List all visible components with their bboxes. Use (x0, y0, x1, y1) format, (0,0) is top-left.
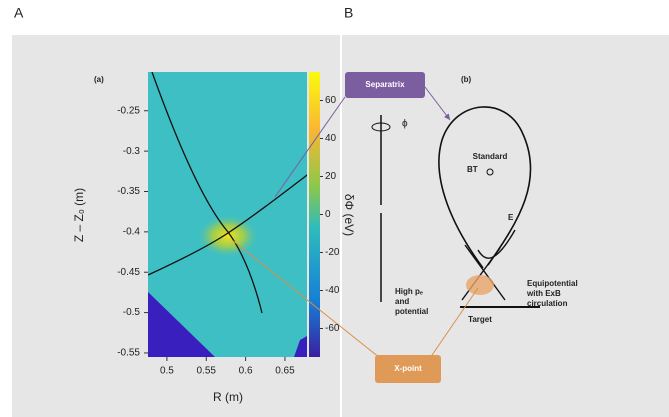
y-tick-label: -0.5 (123, 307, 141, 318)
y-tick-label: -0.55 (117, 348, 140, 359)
equipotential: circulation (527, 299, 568, 308)
separatrix-connector (274, 86, 450, 198)
xpoint-connector (231, 239, 479, 359)
equipotential: Equipotential (527, 279, 578, 288)
target-label: Target (468, 315, 492, 324)
panel-tag: (b) (461, 75, 472, 84)
xpoint-box (375, 355, 441, 383)
panel-label: B (344, 5, 353, 21)
colorbar (309, 72, 320, 357)
heatmap (148, 72, 307, 357)
x-tick-label: 0.65 (275, 366, 295, 377)
colorbar-tick-label: 40 (325, 133, 337, 144)
high-pe: potential (395, 307, 428, 316)
bt-symbol (486, 168, 494, 176)
colorbar-tick-label: -40 (325, 285, 340, 296)
divertor-legs (461, 229, 516, 301)
colorbar-tick-label: 0 (325, 209, 331, 220)
high-pe: High pₑ (395, 287, 423, 296)
xpoint-label: X-point (394, 364, 422, 373)
e-label: E (508, 213, 514, 222)
y-tick-label: -0.25 (117, 105, 140, 116)
separatrix-box (345, 72, 425, 98)
rotation (371, 122, 391, 132)
y-tick-label: -0.4 (123, 226, 141, 237)
y-tick-label: -0.45 (117, 267, 140, 278)
plasma-boundary (438, 106, 532, 269)
x-tick-label: 0.6 (239, 366, 253, 377)
panel-label: A (14, 5, 24, 21)
colorbar-tick-label: 60 (325, 95, 337, 106)
standard-label: Standard (473, 152, 508, 161)
equipotential: with ExB (526, 289, 561, 298)
phi-label: ϕ (402, 119, 408, 130)
colorbar-label: δΦ (eV) (342, 194, 356, 236)
high-pe: and (395, 297, 409, 306)
panel-tag: (a) (94, 75, 104, 84)
colorbar-tick-label: -60 (325, 323, 340, 334)
x-tick-label: 0.5 (160, 366, 174, 377)
hot-region (466, 275, 494, 295)
x-tick-label: 0.55 (197, 366, 217, 377)
y-tick-label: -0.35 (117, 186, 140, 197)
bt-label: BT (467, 165, 478, 174)
y-tick-label: -0.3 (123, 146, 141, 157)
colorbar-tick-label: -20 (325, 247, 340, 258)
x-axis-label: R (m) (213, 390, 243, 404)
y-axis-label: Z – Z₀ (m) (72, 188, 86, 242)
separatrix-label: Separatrix (365, 80, 405, 89)
colorbar-tick-label: 20 (325, 171, 337, 182)
